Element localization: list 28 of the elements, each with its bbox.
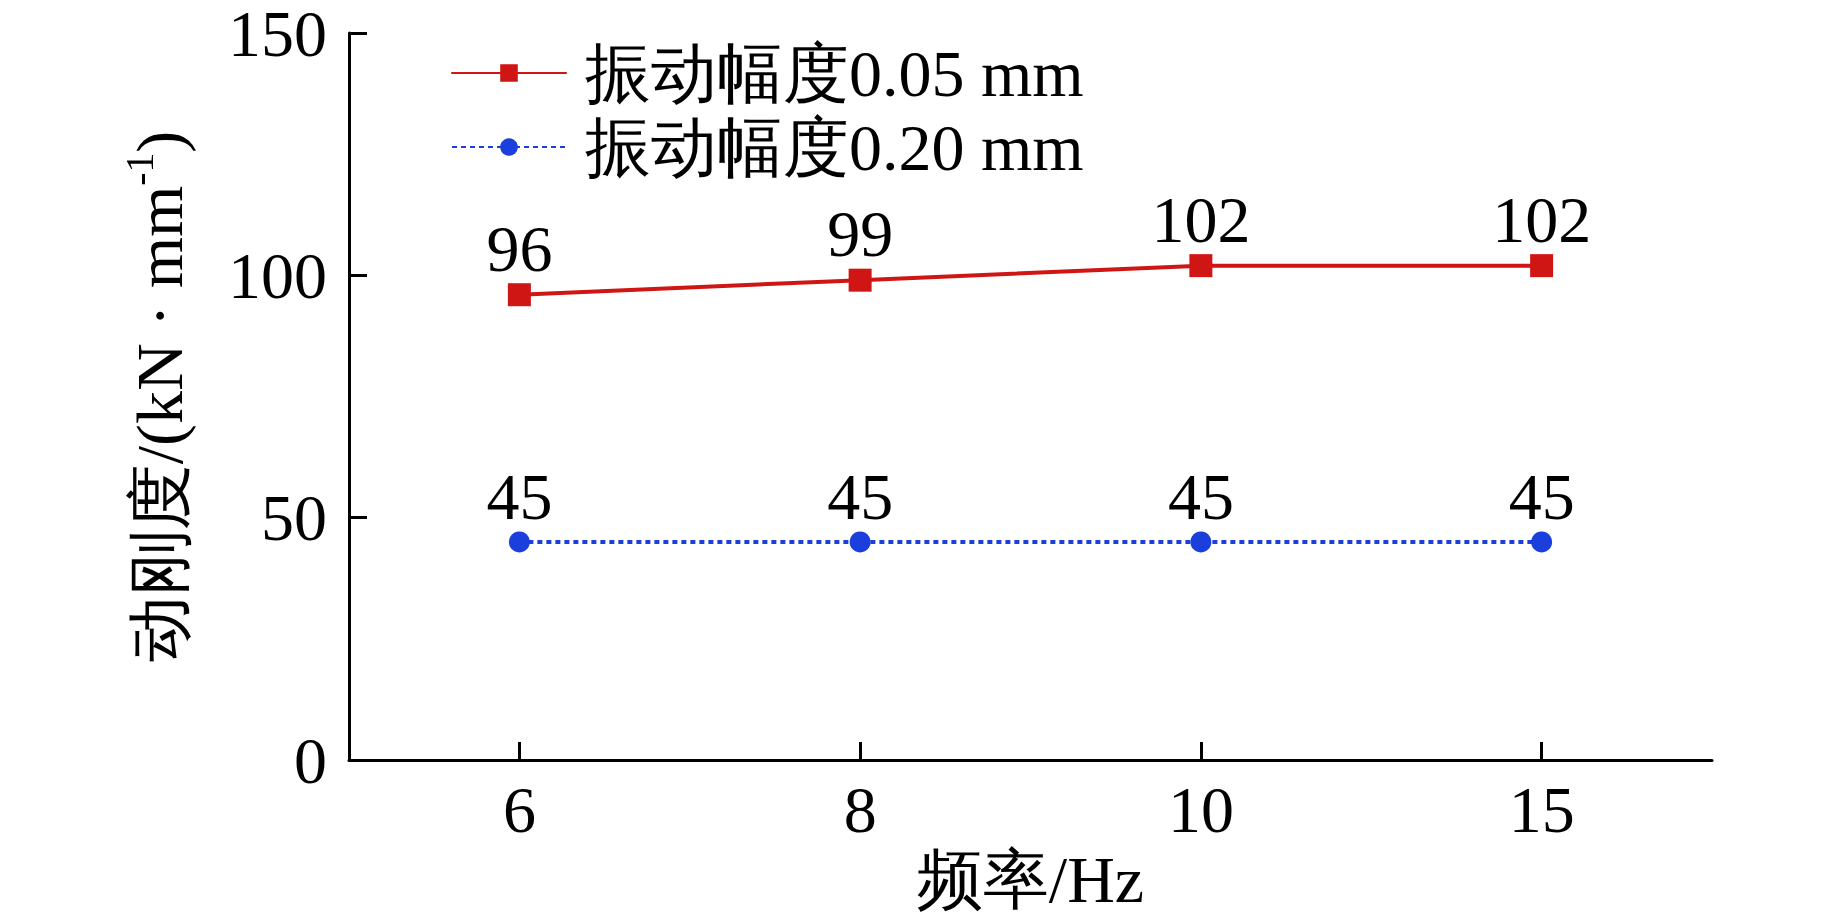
legend-label: 振动幅度0.05 mm (585, 36, 1084, 110)
data-label: 102 (1151, 182, 1251, 256)
y-tick-label: 100 (228, 238, 327, 312)
point (1190, 531, 1212, 553)
x-tick-label: 10 (1167, 772, 1234, 846)
y-tick-label: 0 (294, 723, 327, 797)
x-tick-label: 8 (843, 772, 877, 846)
data-label: 45 (1508, 459, 1575, 533)
legend-label: 振动幅度0.20 mm (585, 110, 1084, 184)
y-axis-title: 动刚度/(kN · mm-1) (117, 130, 197, 663)
data-label: 102 (1492, 182, 1592, 256)
point (1530, 254, 1554, 278)
point (508, 531, 530, 553)
data-label: 96 (486, 211, 553, 285)
point (849, 531, 871, 553)
point (507, 283, 531, 307)
point (1531, 531, 1553, 553)
data-label: 99 (827, 197, 894, 271)
data-label: 45 (486, 459, 553, 533)
y-tick-label: 150 (228, 0, 327, 70)
x-tick-label: 15 (1508, 772, 1575, 846)
y-tick-label: 50 (261, 481, 327, 555)
x-axis-title: 频率/Hz (916, 843, 1145, 917)
point (848, 268, 872, 292)
data-label: 45 (1167, 459, 1234, 533)
x-tick-label: 6 (502, 772, 536, 846)
point (1189, 254, 1213, 278)
data-label: 45 (827, 459, 894, 533)
